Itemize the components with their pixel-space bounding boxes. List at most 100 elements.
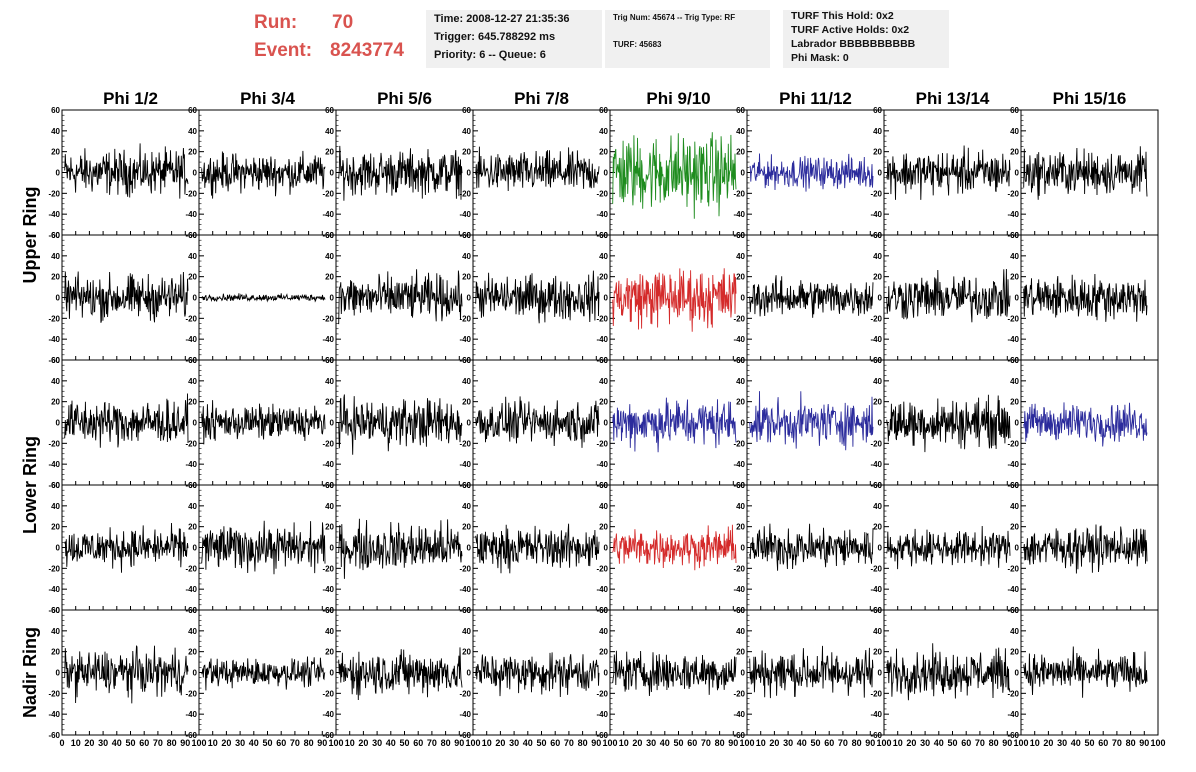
x-tick-label: 10 <box>893 738 903 748</box>
y-tick-label: 0 <box>467 669 472 678</box>
row-group-label: Upper Ring <box>20 187 40 284</box>
y-tick-label: 0 <box>1015 669 1020 678</box>
column-title: Phi 13/14 <box>916 89 990 108</box>
y-tick-label: -20 <box>596 564 608 573</box>
y-tick-label: 40 <box>736 252 745 261</box>
x-tick-label: 0 <box>59 738 64 748</box>
y-tick-label: -20 <box>733 564 745 573</box>
x-tick-label: 90 <box>591 738 601 748</box>
y-tick-label: -40 <box>185 585 197 594</box>
waveform-trace <box>749 153 874 192</box>
waveform-trace <box>475 270 600 324</box>
waveform-trace <box>886 268 1011 323</box>
y-tick-label: -20 <box>596 439 608 448</box>
waveform-trace <box>201 400 326 445</box>
x-tick-label: 20 <box>84 738 94 748</box>
waveform-trace <box>338 394 463 455</box>
y-tick-label: 20 <box>188 648 197 657</box>
y-tick-label: -20 <box>596 189 608 198</box>
y-tick-label: -60 <box>459 731 471 740</box>
waveform-trace <box>201 150 326 199</box>
y-tick-label: -20 <box>185 189 197 198</box>
turf-active-line: TURF Active Holds: 0x2 <box>791 24 910 36</box>
x-tick-label: 20 <box>769 738 779 748</box>
x-tick-label: 100 <box>739 738 754 748</box>
x-tick-label: 70 <box>290 738 300 748</box>
x-tick-label: 80 <box>167 738 177 748</box>
y-tick-label: -60 <box>48 731 60 740</box>
y-tick-label: 20 <box>736 398 745 407</box>
y-tick-label: 60 <box>873 231 882 240</box>
y-tick-label: -60 <box>48 356 60 365</box>
y-tick-label: 20 <box>188 148 197 157</box>
y-tick-label: 40 <box>873 627 882 636</box>
x-tick-label: 70 <box>838 738 848 748</box>
y-tick-label: 40 <box>462 502 471 511</box>
y-tick-label: 40 <box>462 377 471 386</box>
y-tick-label: 0 <box>604 294 609 303</box>
waveform-trace <box>612 397 737 453</box>
x-tick-label: 100 <box>876 738 891 748</box>
x-tick-label: 100 <box>602 738 617 748</box>
y-tick-label: -20 <box>322 689 334 698</box>
x-tick-label: 80 <box>989 738 999 748</box>
x-tick-label: 50 <box>673 738 683 748</box>
y-tick-label: -60 <box>48 231 60 240</box>
y-tick-label: -20 <box>733 689 745 698</box>
turf-line: TURF: 45683 <box>613 40 662 49</box>
waveform-trace <box>612 650 737 697</box>
y-tick-label: -40 <box>48 585 60 594</box>
y-tick-label: 60 <box>599 106 608 115</box>
column-title: Phi 11/12 <box>779 89 852 108</box>
y-tick-label: -20 <box>185 314 197 323</box>
y-tick-label: 20 <box>188 398 197 407</box>
x-tick-label: 60 <box>1098 738 1108 748</box>
y-tick-label: 60 <box>51 106 60 115</box>
y-tick-label: -40 <box>1007 210 1019 219</box>
y-tick-label: -40 <box>322 710 334 719</box>
y-tick-label: 0 <box>741 669 746 678</box>
y-tick-label: -20 <box>459 689 471 698</box>
trigger-line: Trigger: 645.788292 ms <box>434 31 556 43</box>
y-tick-label: -20 <box>322 439 334 448</box>
time-line: Time: 2008-12-27 21:35:36 <box>434 13 570 25</box>
y-tick-label: 20 <box>188 523 197 532</box>
y-tick-label: 40 <box>873 127 882 136</box>
waveform-trace <box>201 656 326 691</box>
x-tick-label: 40 <box>386 738 396 748</box>
column-title: Phi 7/8 <box>514 89 569 108</box>
y-tick-label: -20 <box>1007 314 1019 323</box>
waveform-trace <box>338 269 463 325</box>
x-tick-label: 40 <box>797 738 807 748</box>
x-tick-label: 50 <box>399 738 409 748</box>
y-tick-label: 40 <box>599 627 608 636</box>
x-tick-label: 10 <box>71 738 81 748</box>
y-tick-label: 40 <box>188 127 197 136</box>
y-tick-label: 20 <box>188 273 197 282</box>
y-tick-label: -40 <box>1007 585 1019 594</box>
x-tick-label: 20 <box>358 738 368 748</box>
x-tick-label: 70 <box>564 738 574 748</box>
y-tick-label: -40 <box>733 585 745 594</box>
turf-info-box: TURF This Hold: 0x2 TURF Active Holds: 0… <box>783 10 949 68</box>
y-tick-label: 0 <box>741 169 746 178</box>
y-tick-label: 60 <box>873 606 882 615</box>
y-tick-label: -40 <box>1007 335 1019 344</box>
x-tick-label: 40 <box>112 738 122 748</box>
x-tick-label: 70 <box>975 738 985 748</box>
y-tick-label: 60 <box>736 481 745 490</box>
y-tick-label: -20 <box>733 189 745 198</box>
y-tick-label: -40 <box>596 585 608 594</box>
y-tick-label: -60 <box>733 731 745 740</box>
y-tick-label: -20 <box>48 189 60 198</box>
y-tick-label: -20 <box>1007 189 1019 198</box>
y-tick-label: 40 <box>325 502 334 511</box>
run-value: 70 <box>332 12 354 33</box>
y-tick-label: 40 <box>736 377 745 386</box>
x-tick-label: 30 <box>646 738 656 748</box>
y-tick-label: 0 <box>604 669 609 678</box>
y-tick-label: 20 <box>873 648 882 657</box>
y-tick-label: 60 <box>599 606 608 615</box>
x-tick-label: 70 <box>427 738 437 748</box>
x-tick-label: 60 <box>550 738 560 748</box>
